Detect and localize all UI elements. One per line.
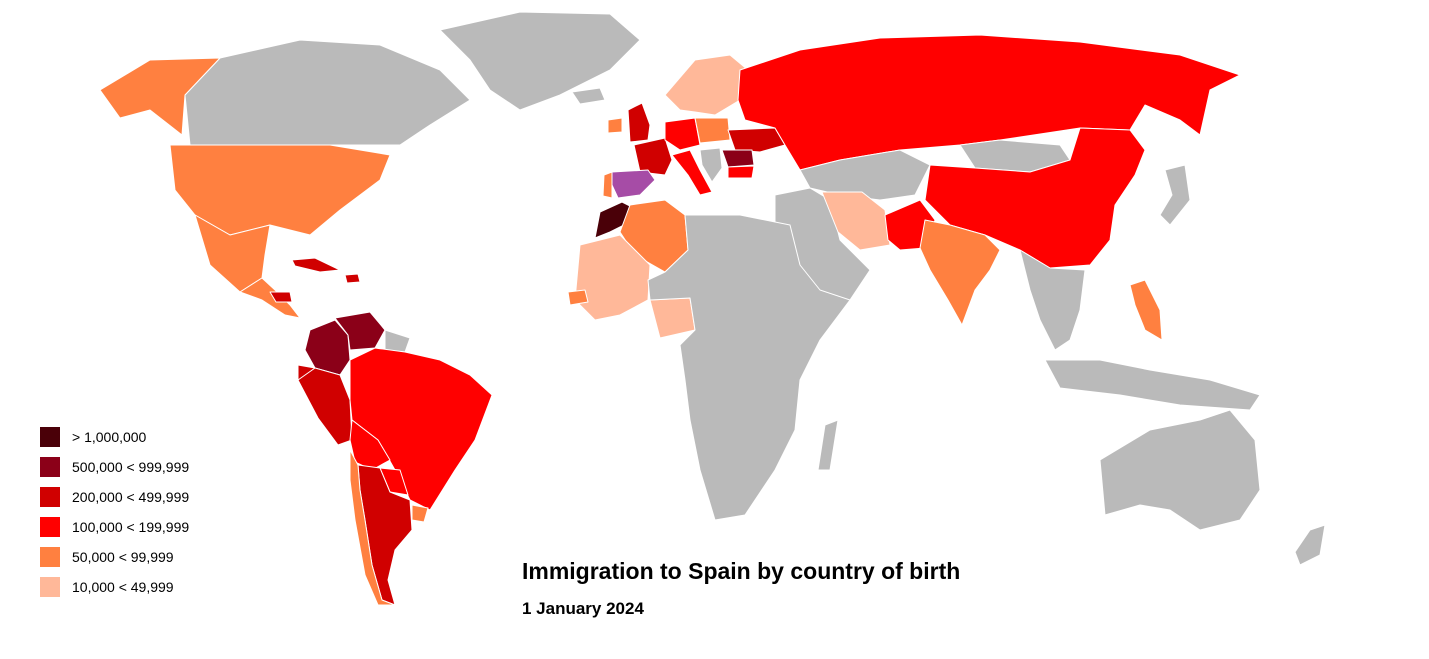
legend-item: 100,000 < 199,999 <box>40 512 189 542</box>
legend-swatch <box>40 577 60 597</box>
legend-label: > 1,000,000 <box>72 429 147 445</box>
region-italy <box>671 149 713 196</box>
region-australia <box>1099 409 1261 531</box>
legend-item: 500,000 < 999,999 <box>40 452 189 482</box>
region-senegal <box>567 289 589 306</box>
region-usa <box>169 144 391 236</box>
region-romania <box>721 149 755 168</box>
region-colombia <box>304 319 351 376</box>
region-central-asia <box>799 149 931 201</box>
legend-swatch <box>40 547 60 567</box>
region-india <box>919 219 1001 326</box>
legend-swatch <box>40 487 60 507</box>
region-iran <box>821 191 891 251</box>
region-canada <box>184 39 471 146</box>
region-indonesia <box>1044 359 1261 411</box>
legend-item: 10,000 < 49,999 <box>40 572 189 602</box>
region-cuba <box>291 257 341 273</box>
region-nordics <box>664 54 749 116</box>
region-uk <box>627 102 651 143</box>
region-ireland <box>607 117 623 134</box>
region-bulgaria <box>727 165 755 179</box>
region-mexico <box>194 214 271 293</box>
region-nigeria <box>649 297 696 339</box>
region-poland <box>694 117 731 144</box>
legend-item: > 1,000,000 <box>40 422 189 452</box>
region-iceland <box>571 87 606 105</box>
region-germany <box>664 117 701 151</box>
region-madagascar <box>817 419 839 471</box>
region-philippines <box>1129 279 1163 341</box>
region-chile <box>349 449 396 606</box>
region-japan <box>1159 164 1191 226</box>
legend-swatch <box>40 457 60 477</box>
legend-label: 500,000 < 999,999 <box>72 459 190 475</box>
region-portugal <box>602 171 613 199</box>
legend: > 1,000,000 500,000 < 999,999 200,000 < … <box>40 422 189 602</box>
legend-label: 200,000 < 499,999 <box>72 489 190 505</box>
map-title: Immigration to Spain by country of birth <box>522 558 961 584</box>
region-new-zealand <box>1294 524 1326 566</box>
region-southeast-asia <box>1019 249 1086 351</box>
legend-item: 200,000 < 499,999 <box>40 482 189 512</box>
region-honduras <box>269 291 293 303</box>
region-alaska <box>99 57 221 136</box>
map-subtitle: 1 January 2024 <box>522 599 644 618</box>
legend-label: 50,000 < 99,999 <box>72 549 174 565</box>
region-dominican-republic <box>344 273 361 284</box>
region-uruguay <box>411 504 429 523</box>
region-spain <box>611 169 656 199</box>
region-ukraine <box>727 127 786 153</box>
legend-item: 50,000 < 99,999 <box>40 542 189 572</box>
region-central-america <box>239 277 301 319</box>
legend-swatch <box>40 517 60 537</box>
legend-label: 10,000 < 49,999 <box>72 579 174 595</box>
region-greenland <box>439 11 641 111</box>
legend-swatch <box>40 427 60 447</box>
region-balkans <box>699 147 723 183</box>
region-peru <box>297 367 353 446</box>
region-france <box>633 137 673 176</box>
legend-label: 100,000 < 199,999 <box>72 519 190 535</box>
region-africa-rest <box>647 214 851 521</box>
region-guianas <box>384 329 411 353</box>
